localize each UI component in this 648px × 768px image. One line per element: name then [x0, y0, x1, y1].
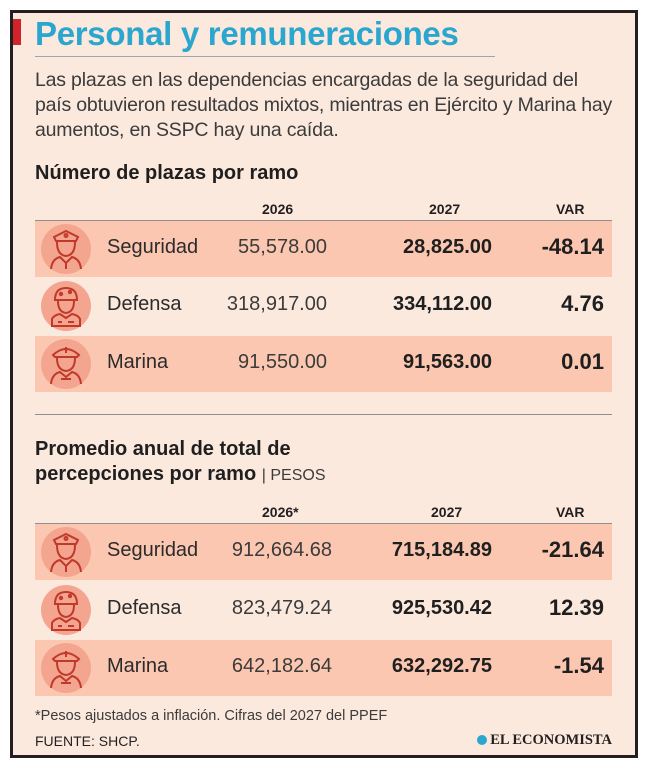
section-divider [35, 414, 612, 415]
value-var: -1.54 [553, 653, 604, 678]
section1-header-2027: 2027 [429, 201, 461, 217]
brand-name: EL ECONOMISTA [490, 732, 612, 748]
value-2026: 91,550.00 [238, 351, 327, 373]
army-soldier-icon [41, 585, 91, 635]
value-var: 12.39 [548, 595, 604, 620]
section1-header-2026: 2026 [262, 201, 294, 217]
row-label: Seguridad [107, 539, 199, 561]
table-row: Marina 91,550.00 91,563.00 0.01 [35, 336, 612, 392]
police-officer-icon [41, 224, 91, 274]
value-2027: 91,563.00 [403, 351, 492, 373]
police-officer-icon [41, 527, 91, 577]
row-label: Marina [107, 351, 169, 373]
value-2027: 715,184.89 [391, 539, 492, 561]
section1-header-var: VAR [556, 201, 585, 217]
section2-title: Promedio anual de total de percepciones … [35, 437, 325, 488]
navy-sailor-icon [41, 339, 91, 389]
value-var: -21.64 [541, 537, 604, 562]
value-2026: 823,479.24 [231, 597, 332, 619]
table-row: Seguridad 55,578.00 28,825.00 -48.14 [35, 221, 612, 277]
value-var: 4.76 [561, 291, 604, 316]
footnote: *Pesos ajustados a inflación. Cifras del… [35, 708, 388, 724]
table-row: Defensa 823,479.24 925,530.42 12.39 [35, 582, 612, 638]
brand-logo: EL ECONOMISTA [477, 732, 612, 749]
section2-title-line1: Promedio anual de total de [35, 438, 291, 460]
section2-title-line2: percepciones por ramo [35, 463, 257, 485]
value-2026: 318,917.00 [226, 293, 327, 315]
row-label: Defensa [107, 597, 182, 619]
value-2027: 925,530.42 [391, 597, 492, 619]
table-row: Seguridad 912,664.68 715,184.89 -21.64 [35, 524, 612, 580]
value-2026: 912,664.68 [231, 539, 332, 561]
value-2026: 55,578.00 [238, 236, 327, 258]
section2-header-var: VAR [556, 504, 585, 520]
table-row: Defensa 318,917.00 334,112.00 4.76 [35, 278, 612, 334]
army-soldier-icon [41, 281, 91, 331]
navy-sailor-icon [41, 643, 91, 693]
intro-paragraph: Las plazas en las dependencias encargada… [35, 69, 613, 141]
brand-dot-icon [477, 735, 488, 745]
value-2027: 632,292.75 [391, 655, 492, 677]
row-label: Marina [107, 655, 169, 677]
table-row: Marina 642,182.64 632,292.75 -1.54 [35, 640, 612, 696]
section2-header-2027: 2027 [431, 504, 463, 520]
section2-header-rule [35, 523, 612, 524]
value-2027: 334,112.00 [393, 293, 492, 315]
section2-unit: | PESOS [261, 467, 326, 484]
title-underline [35, 56, 495, 57]
value-2026: 642,182.64 [231, 655, 332, 677]
page-title: Personal y remuneraciones [35, 15, 459, 52]
section2-header-2026: 2026* [262, 504, 299, 520]
source-credit: FUENTE: SHCP. [35, 733, 140, 749]
title-accent-bar [13, 19, 21, 45]
row-label: Seguridad [107, 236, 199, 258]
section1-title: Número de plazas por ramo [35, 162, 299, 184]
value-2027: 28,825.00 [403, 236, 492, 258]
value-var: -48.14 [541, 234, 604, 259]
row-label: Defensa [107, 293, 182, 315]
value-var: 0.01 [561, 349, 604, 374]
section1-header-rule [35, 220, 612, 221]
